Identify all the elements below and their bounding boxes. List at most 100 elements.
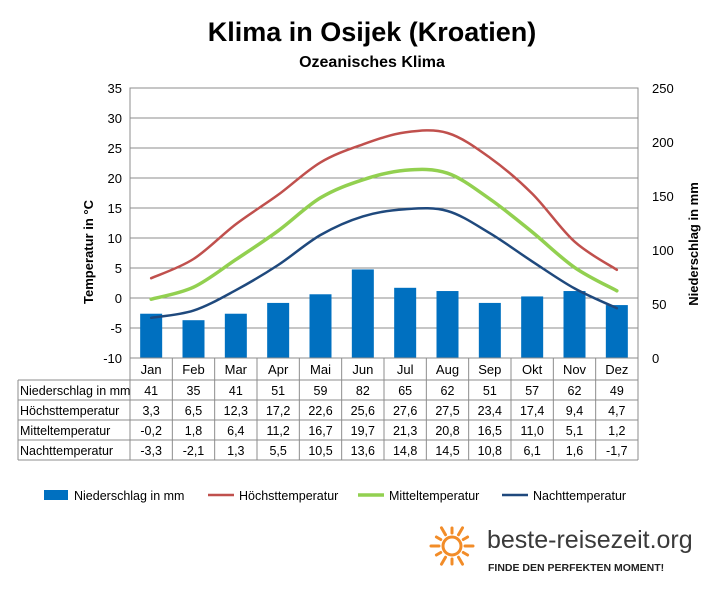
x-category-label: Okt	[522, 362, 543, 377]
x-category-label: Jan	[141, 362, 162, 377]
min-temperature-line	[149, 207, 619, 320]
table-cell: -2,1	[183, 444, 205, 458]
gridlines	[130, 87, 638, 359]
brand-logo: beste-reisezeit.org FINDE DEN PERFEKTEN …	[429, 526, 693, 574]
table-cell: 62	[568, 384, 582, 398]
sun-icon	[429, 526, 475, 566]
table-cell: -3,3	[140, 444, 162, 458]
sun-ray	[434, 551, 443, 557]
table-cell: 59	[314, 384, 328, 398]
table-cell: 41	[229, 384, 243, 398]
data-table: Jan Feb Mar Apr Mai Jun Jul Aug Sep Okt Nov Dez Nied…	[17, 358, 639, 461]
precipitation-bar	[436, 291, 459, 358]
y-left-tick-label: 35	[108, 81, 122, 96]
table-cell: 6,1	[523, 444, 540, 458]
y-left-tick-label: 30	[108, 111, 122, 126]
table-cell: 65	[398, 384, 412, 398]
table-row-label: Höchsttemperatur	[20, 404, 119, 418]
table-cell: 14,5	[435, 444, 459, 458]
table-cell: 51	[271, 384, 285, 398]
precipitation-bar	[267, 302, 290, 358]
table-row-label: Mitteltemperatur	[20, 424, 110, 438]
table-cell: 41	[144, 384, 158, 398]
table-cell: 20,8	[435, 424, 459, 438]
y-right-tick-label: 0	[652, 351, 659, 366]
y-left-axis-title: Temperatur in °C	[81, 199, 96, 304]
table-cell: 12,3	[224, 404, 248, 418]
brand-slogan: FINDE DEN PERFEKTEN MOMENT!	[488, 562, 664, 574]
precipitation-bar	[224, 313, 247, 358]
axes: 35302520151050-5-10250200150100500Temper…	[81, 81, 701, 366]
y-left-tick-label: 0	[115, 291, 122, 306]
y-left-tick-label: 10	[108, 231, 122, 246]
table-cell: 27,6	[393, 404, 417, 418]
precipitation-bar	[140, 313, 163, 358]
table-cell: 16,5	[478, 424, 502, 438]
table-cell: 14,8	[393, 444, 417, 458]
precipitation-bar	[478, 302, 501, 358]
y-right-tick-label: 150	[652, 189, 674, 204]
legend-label: Höchsttemperatur	[239, 489, 338, 503]
legend-label: Mitteltemperatur	[389, 489, 479, 503]
legend-label: Nachttemperatur	[533, 489, 626, 503]
table-cell: 5,1	[566, 424, 583, 438]
sun-ray	[440, 526, 447, 537]
plot-frame	[129, 87, 639, 359]
x-category-label: Mar	[225, 362, 248, 377]
temperature-lines	[149, 129, 619, 320]
table-cell: 19,7	[351, 424, 375, 438]
sun-ray	[457, 555, 464, 566]
precipitation-bar	[394, 287, 417, 358]
x-category-label: Sep	[478, 362, 501, 377]
precipitation-bar	[309, 294, 332, 358]
table-cell: 5,5	[269, 444, 286, 458]
y-left-tick-label: 20	[108, 171, 122, 186]
precipitation-bars	[140, 269, 628, 358]
legend-swatch-precipitation	[44, 490, 68, 500]
y-right-tick-label: 200	[652, 135, 674, 150]
brand-name: beste-reisezeit.org	[487, 526, 693, 554]
y-right-axis-title: Niederschlag in mm	[686, 182, 701, 306]
table-cell: 11,2	[266, 424, 289, 438]
y-right-tick-label: 250	[652, 81, 674, 96]
table-cell: 6,5	[185, 404, 202, 418]
sun-ray	[440, 555, 447, 566]
table-cell: 27,5	[435, 404, 459, 418]
table-cell: 17,2	[266, 404, 290, 418]
x-category-label: Dez	[605, 362, 628, 377]
table-cell: 62	[441, 384, 455, 398]
precipitation-bar	[605, 305, 628, 358]
table-cell: 1,8	[185, 424, 202, 438]
table-cell: 17,4	[520, 404, 544, 418]
table-cell: 49	[610, 384, 624, 398]
sun-ray	[461, 551, 470, 557]
precipitation-bar	[351, 269, 374, 358]
table-cell: 6,4	[227, 424, 244, 438]
x-category-label: Aug	[436, 362, 459, 377]
y-left-tick-label: -10	[103, 351, 122, 366]
y-left-tick-label: 5	[115, 261, 122, 276]
table-row-label: Nachttemperatur	[20, 444, 113, 458]
table-cell: 35	[187, 384, 201, 398]
table-cell: 4,7	[608, 404, 625, 418]
x-category-label: Jun	[352, 362, 373, 377]
table-cell: -1,7	[606, 444, 628, 458]
table-row-label: Niederschlag in mm	[20, 384, 130, 398]
x-category-label: Mai	[310, 362, 331, 377]
table-cell: 23,4	[478, 404, 502, 418]
table-cell: 21,3	[393, 424, 417, 438]
table-cell: 16,7	[308, 424, 332, 438]
x-category-label: Apr	[268, 362, 289, 377]
table-cell: 10,5	[308, 444, 332, 458]
mean-temperature-line	[149, 167, 619, 301]
x-category-label: Feb	[182, 362, 204, 377]
sun-ray	[461, 535, 470, 541]
sun-disc	[441, 535, 463, 557]
table-cell: 11,0	[520, 424, 543, 438]
table-cell: 9,4	[566, 404, 583, 418]
precipitation-bar	[521, 296, 544, 358]
precipitation-bar	[563, 291, 586, 358]
y-right-tick-label: 100	[652, 243, 674, 258]
y-left-tick-label: 25	[108, 141, 122, 156]
